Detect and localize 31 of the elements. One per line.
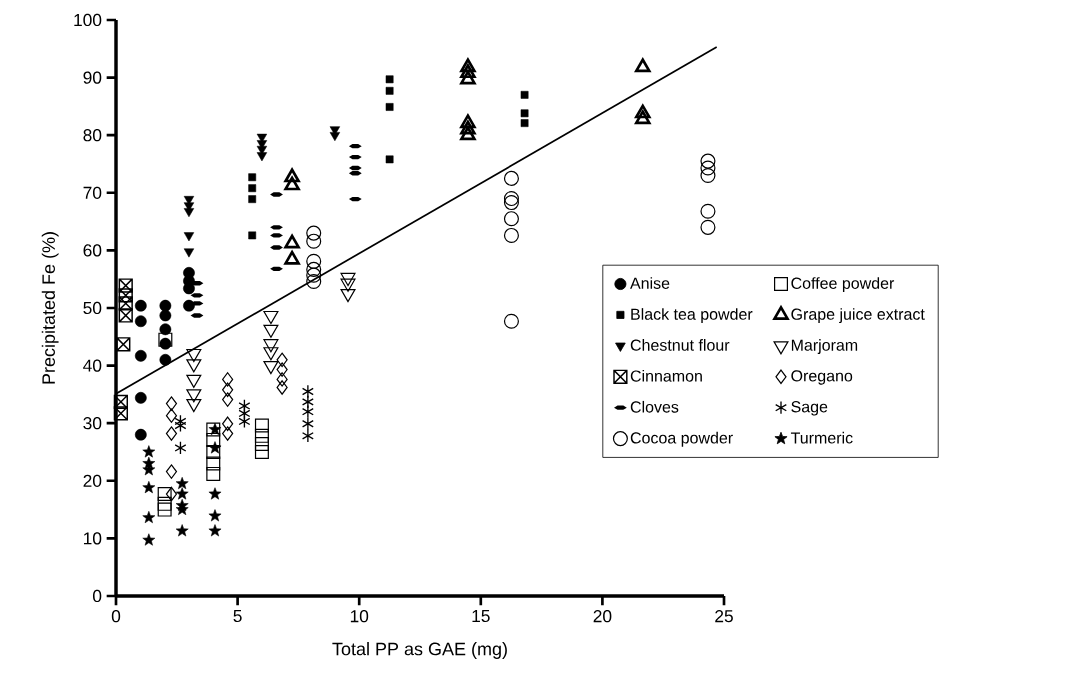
y-tick-label: 70 bbox=[83, 186, 102, 199]
legend-label: Sage bbox=[791, 401, 828, 416]
x-tick-label: 10 bbox=[350, 610, 369, 623]
x-tick-label: 5 bbox=[233, 610, 242, 623]
y-tick-label: 0 bbox=[92, 589, 102, 603]
y-tick-label: 10 bbox=[84, 532, 102, 545]
x-tick-label: 15 bbox=[472, 610, 490, 623]
legend-label: Anise bbox=[630, 277, 670, 289]
y-tick-label: 90 bbox=[83, 71, 102, 84]
legend-label: Grape juice extract bbox=[791, 308, 925, 324]
legend-label: Cloves bbox=[630, 400, 679, 413]
legend-label: Black tea powder bbox=[631, 308, 753, 324]
y-tick-label: 30 bbox=[83, 417, 102, 430]
legend-label: Chestnut flour bbox=[630, 339, 730, 351]
legend-label: Cinnamon bbox=[630, 370, 702, 382]
y-tick-label: 50 bbox=[83, 301, 102, 315]
y-tick-label: 80 bbox=[83, 129, 102, 142]
x-axis-title: Total PP as GAE (mg) bbox=[332, 642, 507, 659]
x-tick-label: 25 bbox=[715, 610, 733, 623]
x-tick-label: 0 bbox=[111, 610, 121, 623]
x-tick-label: 20 bbox=[593, 610, 612, 623]
y-tick-label: 40 bbox=[83, 359, 102, 372]
y-axis-title: Precipitated Fe (%) bbox=[41, 232, 59, 384]
y-tick-label: 100 bbox=[74, 13, 102, 27]
y-tick-label: 20 bbox=[83, 474, 102, 487]
legend-label: Cocoa powder bbox=[630, 431, 733, 447]
legend-label: Marjoram bbox=[791, 339, 858, 354]
y-tick-label: 60 bbox=[83, 244, 102, 257]
legend-label: Oregano bbox=[791, 370, 853, 385]
legend-label: Turmeric bbox=[790, 431, 853, 444]
legend-label: Coffee powder bbox=[791, 277, 895, 293]
